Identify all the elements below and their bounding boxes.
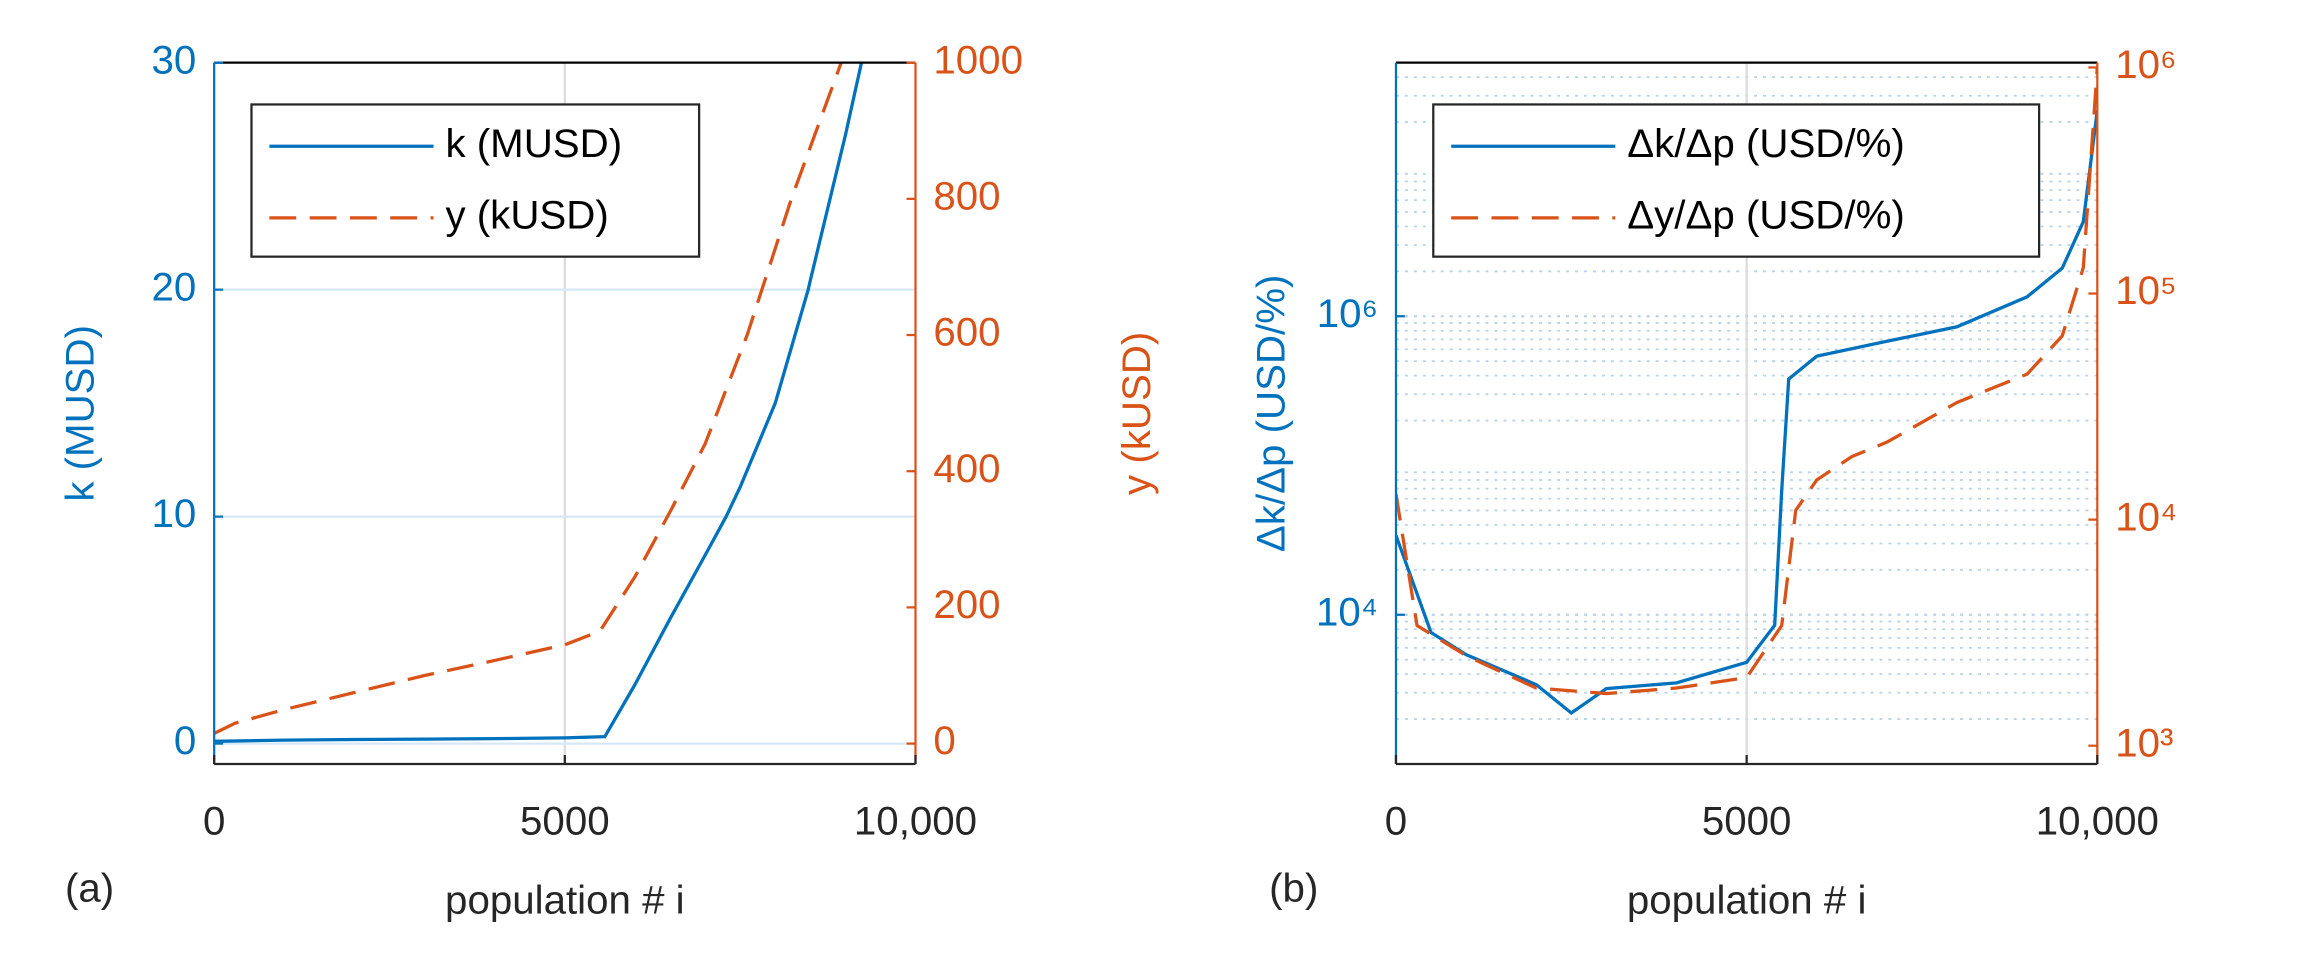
panel-label: (a) <box>65 865 114 910</box>
x-tick-label: 5000 <box>520 798 610 843</box>
y-tick-label: 20 <box>151 264 196 309</box>
legend-box <box>250 103 701 258</box>
data-line <box>1395 110 2098 716</box>
y-tick-label: 10 <box>151 491 196 536</box>
x-tick-label: 10,000 <box>2036 798 2159 843</box>
y-tick-label: 10⁴ <box>1316 589 1378 634</box>
data-line <box>1395 67 2098 696</box>
legend-label: y (kUSD) <box>445 193 608 238</box>
x-tick-label: 0 <box>1385 798 1407 843</box>
legend-label: Δk/Δp (USD/%) <box>1627 121 1905 166</box>
y-tick-label: 10⁶ <box>1317 291 1378 336</box>
legend-label: Δy/Δp (USD/%) <box>1627 193 1905 238</box>
y2-tick-label: 1000 <box>933 37 1023 82</box>
x-tick-label: 10,000 <box>854 798 977 843</box>
y2-tick-label: 600 <box>933 310 1000 355</box>
x-tick-label: 0 <box>203 798 225 843</box>
legend-box <box>1432 103 2041 258</box>
y2-axis-label: y (kUSD) <box>1114 332 1159 495</box>
y2-tick-label: 10⁴ <box>2115 494 2177 539</box>
y2-tick-label: 200 <box>933 582 1000 627</box>
y2-tick-label: 10⁶ <box>2115 42 2176 87</box>
data-line <box>214 62 843 735</box>
y2-tick-label: 10⁵ <box>2115 268 2176 313</box>
y-tick-label: 0 <box>174 718 196 763</box>
x-axis-label: population # i <box>445 877 685 922</box>
y2-tick-label: 0 <box>933 718 955 763</box>
legend-label: k (MUSD) <box>445 121 622 166</box>
y2-tick-label: 400 <box>933 446 1000 491</box>
y2-tick-label: 10³ <box>2115 720 2173 765</box>
y-axis-label: k (MUSD) <box>57 325 102 502</box>
y2-tick-label: 800 <box>933 173 1000 218</box>
x-axis-label: population # i <box>1627 877 1867 922</box>
y-axis-label: Δk/Δp (USD/%) <box>1248 275 1293 553</box>
data-line <box>214 62 864 743</box>
x-tick-label: 5000 <box>1702 798 1792 843</box>
panel-label: (b) <box>1269 865 1318 910</box>
y-tick-label: 30 <box>151 37 196 82</box>
